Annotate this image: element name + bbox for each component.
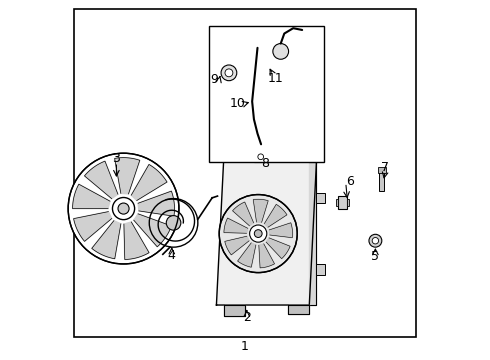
Polygon shape	[138, 191, 174, 216]
Polygon shape	[74, 212, 112, 241]
Bar	[253, 150, 268, 162]
Bar	[317, 264, 325, 275]
Bar	[336, 199, 338, 206]
Bar	[338, 196, 347, 208]
Text: 9: 9	[211, 73, 219, 86]
Circle shape	[258, 154, 264, 159]
Polygon shape	[92, 221, 121, 259]
Bar	[209, 26, 323, 162]
Circle shape	[166, 216, 181, 230]
Polygon shape	[265, 204, 287, 227]
Polygon shape	[253, 199, 268, 222]
Circle shape	[369, 234, 382, 247]
Polygon shape	[84, 161, 118, 199]
Polygon shape	[309, 162, 317, 305]
Circle shape	[254, 230, 262, 238]
Polygon shape	[225, 236, 249, 255]
Polygon shape	[259, 244, 274, 268]
Bar	[379, 169, 384, 191]
Bar	[317, 193, 325, 203]
Polygon shape	[134, 214, 172, 247]
Circle shape	[221, 65, 237, 81]
Polygon shape	[288, 305, 309, 314]
Text: 5: 5	[371, 250, 379, 263]
Polygon shape	[223, 305, 245, 316]
Circle shape	[113, 198, 135, 220]
Text: 8: 8	[261, 157, 269, 170]
Circle shape	[249, 225, 267, 242]
Polygon shape	[224, 218, 248, 233]
Polygon shape	[233, 202, 254, 226]
Polygon shape	[115, 158, 140, 194]
Circle shape	[225, 69, 233, 77]
Text: 6: 6	[346, 175, 354, 188]
Polygon shape	[124, 222, 149, 260]
Text: 11: 11	[268, 72, 283, 85]
Circle shape	[219, 194, 297, 273]
Text: 7: 7	[381, 161, 390, 174]
Circle shape	[372, 238, 379, 244]
Circle shape	[118, 203, 129, 214]
Text: 1: 1	[241, 339, 249, 352]
Polygon shape	[238, 243, 256, 267]
Polygon shape	[217, 162, 317, 305]
Polygon shape	[73, 184, 110, 209]
Polygon shape	[270, 223, 293, 238]
Polygon shape	[131, 165, 167, 201]
Text: 10: 10	[229, 98, 245, 111]
Bar	[377, 167, 386, 173]
Text: 2: 2	[243, 311, 251, 324]
Text: 4: 4	[168, 248, 176, 261]
Circle shape	[68, 153, 179, 264]
Polygon shape	[266, 238, 290, 258]
Text: 3: 3	[113, 152, 121, 165]
Bar	[347, 199, 348, 206]
Circle shape	[273, 44, 289, 59]
